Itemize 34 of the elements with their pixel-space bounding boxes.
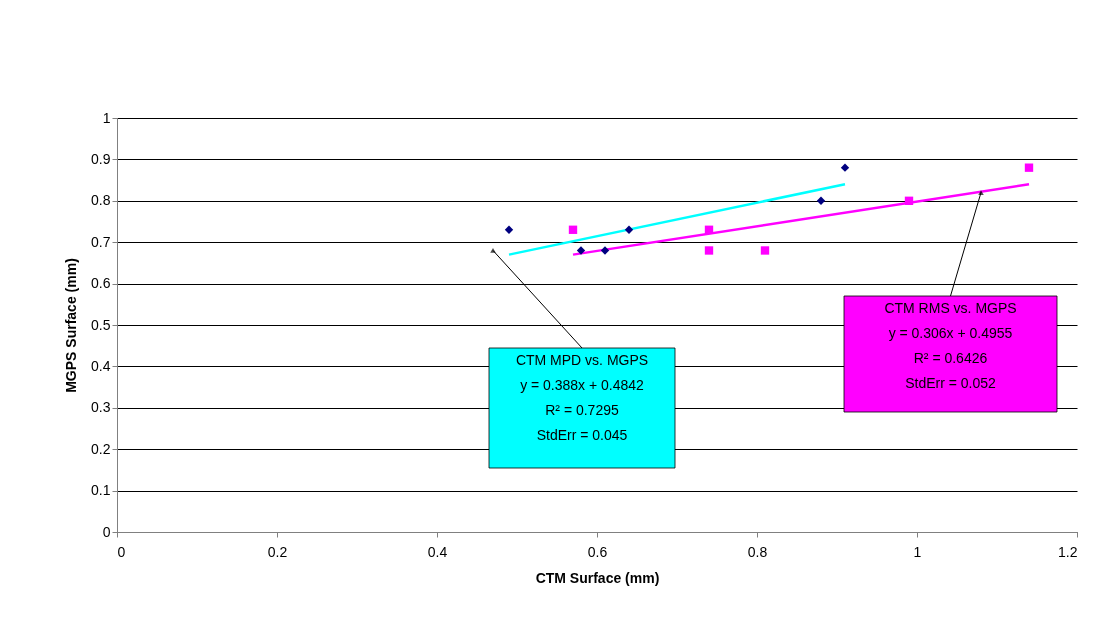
point xyxy=(568,225,578,234)
point xyxy=(576,246,586,255)
y-tick-label: 0.9 xyxy=(91,150,111,167)
x-tick-label: 0 xyxy=(117,543,126,560)
x-axis-title: CTM Surface (mm) xyxy=(535,569,660,586)
annotation: CTM MPD vs. MGPS y = 0.388x + 0.4842 R² = 0.7295 StdErr = 0.045 xyxy=(515,352,649,443)
x-tick-label: 1.2 xyxy=(1058,543,1078,560)
y-tick-label: 0.1 xyxy=(91,482,111,499)
y-tick-label: 0.7 xyxy=(91,233,111,250)
y-tick-label: 0 xyxy=(102,523,111,540)
point xyxy=(624,225,634,234)
point xyxy=(600,246,610,255)
x-tick-label: 1 xyxy=(913,543,922,560)
y-tick-label: 0.6 xyxy=(91,275,111,292)
point xyxy=(704,246,714,255)
x-tick-label: 0.2 xyxy=(267,543,288,560)
y-tick-label: 0.8 xyxy=(91,192,111,209)
y-tick-label: 0.4 xyxy=(91,357,111,374)
point xyxy=(760,246,770,255)
x-tick-label: 0.8 xyxy=(747,543,768,560)
y-tick-label: 0.3 xyxy=(91,399,111,416)
annotation: CTM RMS vs. MGPS y = 0.306x + 0.4955 R² = 0.6426 StdErr = 0.052 xyxy=(884,300,1017,391)
y-tick-label: 0.5 xyxy=(91,316,111,333)
point xyxy=(704,225,714,234)
y-axis-title: MGPS Surface (mm) xyxy=(63,258,80,393)
point xyxy=(1024,163,1034,172)
point xyxy=(816,196,826,205)
x-tick-label: 0.4 xyxy=(427,543,448,560)
y-tick-label: 1 xyxy=(102,109,111,126)
point xyxy=(840,163,850,172)
point xyxy=(504,225,514,234)
y-tick-label: 0.2 xyxy=(91,440,111,457)
x-tick-label: 0.6 xyxy=(587,543,608,560)
point xyxy=(904,196,914,205)
